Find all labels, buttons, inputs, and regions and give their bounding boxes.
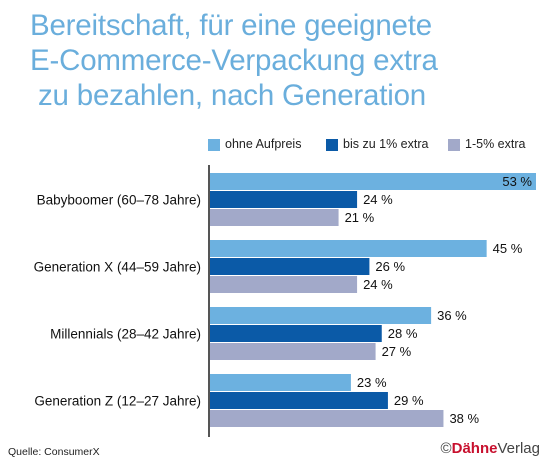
category-label: Millennials (28–42 Jahre): [50, 327, 201, 342]
data-label: 26 %: [375, 259, 405, 274]
data-label: 38 %: [449, 411, 479, 426]
bar: [209, 240, 487, 257]
legend-label-2: bis zu 1% extra: [343, 137, 429, 151]
legend-swatch-1: [208, 139, 220, 151]
legend-swatch-3: [448, 139, 460, 151]
category-label: Babyboomer (60–78 Jahre): [37, 193, 201, 208]
data-label: 53 %: [502, 174, 532, 189]
brand-name-part-1: Dähne: [451, 440, 498, 457]
source-note: Quelle: ConsumerX: [8, 446, 100, 458]
copyright-symbol: ©: [440, 440, 452, 457]
title-line-2: E-Commerce-Verpackung extra: [30, 44, 438, 77]
legend-swatch-2: [326, 139, 338, 151]
legend-label-1: ohne Aufpreis: [225, 137, 302, 151]
data-label: 21 %: [345, 210, 375, 225]
bar: [209, 307, 432, 324]
title-line-1: Bereitschaft, für eine geeignete: [30, 9, 432, 42]
legend-label-3: 1-5% extra: [465, 137, 526, 151]
bar: [209, 374, 351, 391]
brand-logo: ©DähneVerlag: [441, 440, 540, 457]
bar: [209, 173, 536, 190]
data-label: 24 %: [363, 277, 393, 292]
data-label: 29 %: [394, 393, 424, 408]
data-label: 27 %: [382, 344, 412, 359]
bar: [209, 392, 388, 409]
category-label: Generation X (44–59 Jahre): [34, 260, 201, 275]
bar: [209, 258, 370, 275]
bar: [209, 325, 382, 342]
data-label: 24 %: [363, 192, 393, 207]
legend: ohne Aufpreis bis zu 1% extra 1-5% extra: [208, 137, 548, 153]
bar: [209, 410, 444, 427]
brand-name-part-2: Verlag: [497, 440, 540, 457]
data-label: 36 %: [437, 308, 467, 323]
title-line-3: zu bezahlen, nach Generation: [38, 79, 427, 112]
bar: [209, 209, 339, 226]
data-label: 23 %: [357, 375, 387, 390]
data-label: 28 %: [388, 326, 418, 341]
category-label: Generation Z (12–27 Jahre): [34, 394, 201, 409]
bar: [209, 343, 376, 360]
data-label: 45 %: [493, 241, 523, 256]
bar: [209, 191, 358, 208]
bar: [209, 276, 358, 293]
chart-title: Bereitschaft, für eine geeignete E-Comme…: [30, 8, 540, 113]
